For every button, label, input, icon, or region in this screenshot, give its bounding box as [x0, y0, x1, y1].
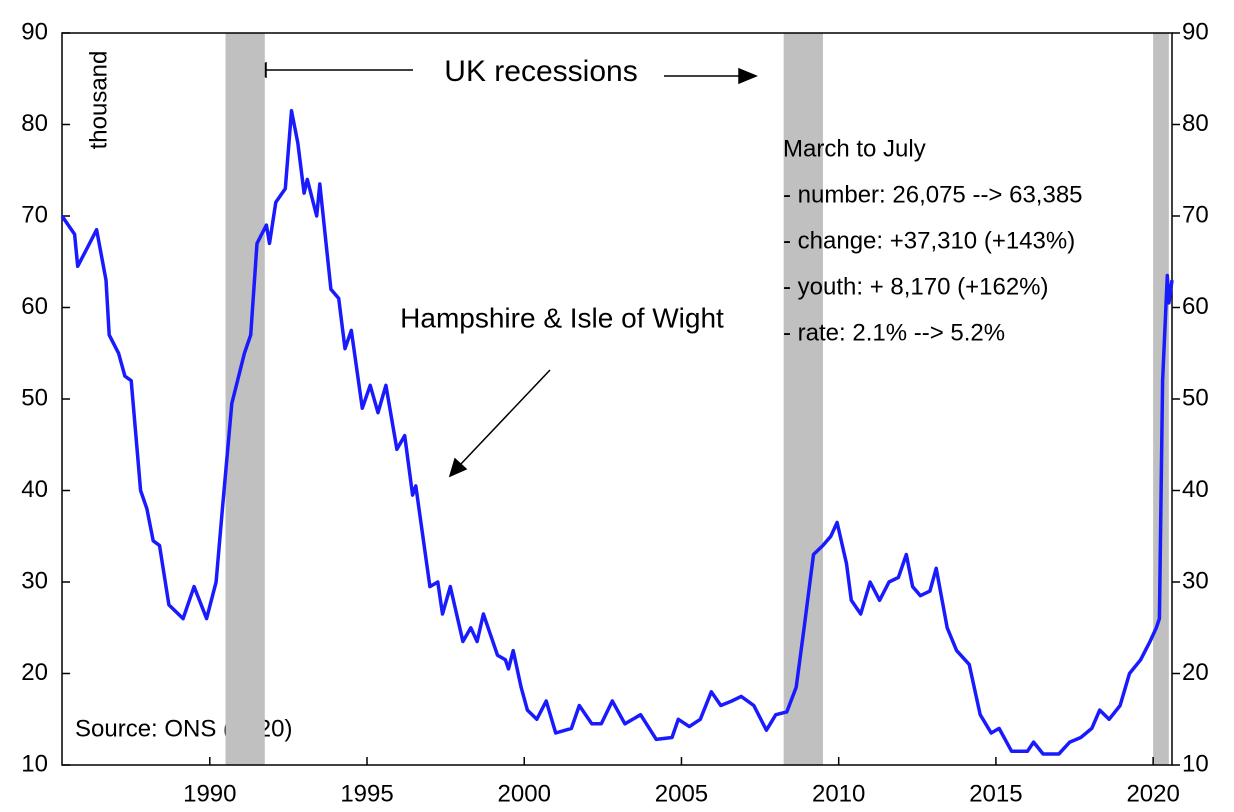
- y2-tick-label: 60: [1182, 293, 1209, 320]
- plot: 10 20 30 40 50 60 70 80 90 10 20 30 40 50 60 70 80 90 1990…: [21, 18, 1208, 807]
- y2-tick-label: 80: [1182, 110, 1209, 137]
- y2-tick-label: 10: [1182, 750, 1209, 777]
- x-tick-label: 2020: [1126, 780, 1179, 807]
- y-tick-label: 10: [21, 750, 48, 777]
- note-line: - change: +37,310 (+143%): [783, 227, 1075, 254]
- y2-tick-label: 90: [1182, 18, 1209, 45]
- y-tick-label: 40: [21, 476, 48, 503]
- y-tick-label: 20: [21, 659, 48, 686]
- y-tick-label: 50: [21, 384, 48, 411]
- x-tick-label: 2000: [498, 780, 551, 807]
- y-tick-label: 80: [21, 110, 48, 137]
- x-tick-label: 2005: [655, 780, 708, 807]
- note-line: - youth: + 8,170 (+162%): [783, 273, 1049, 300]
- series-annotation: Hampshire & Isle of Wight: [400, 302, 724, 333]
- annotation-arrows: [247, 61, 758, 478]
- y2-tick-label: 30: [1182, 567, 1209, 594]
- y2-tick-label: 20: [1182, 659, 1209, 686]
- note-line: - number: 26,075 --> 63,385: [783, 181, 1083, 208]
- note-line: - rate: 2.1% --> 5.2%: [783, 319, 1005, 346]
- x-tick-label: 2010: [812, 780, 865, 807]
- recession-label: UK recessions: [444, 55, 637, 88]
- y2-tick-label: 70: [1182, 201, 1209, 228]
- x-tick-label: 1995: [340, 780, 393, 807]
- x-tick-label: 2015: [969, 780, 1022, 807]
- series-line: [60, 109, 1174, 756]
- y-tick-label: 30: [21, 567, 48, 594]
- y-tick-label: 60: [21, 293, 48, 320]
- y2-tick-label: 50: [1182, 384, 1209, 411]
- y-axis-label: thousand: [85, 51, 112, 150]
- y-tick-label: 90: [21, 18, 48, 45]
- y2-tick-label: 40: [1182, 476, 1209, 503]
- y-tick-label: 70: [21, 201, 48, 228]
- x-tick-label: 1990: [183, 780, 236, 807]
- note-line: March to July: [783, 135, 926, 162]
